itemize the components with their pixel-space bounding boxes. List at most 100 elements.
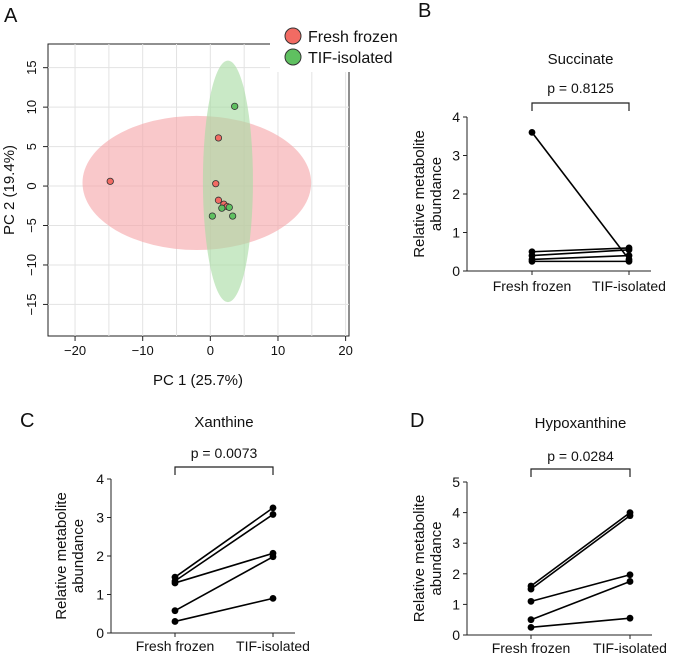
pca-y-tick-label: 10 [24, 100, 39, 114]
p-value-label: p = 0.8125 [547, 80, 614, 96]
x-category-label: Fresh frozen [493, 278, 572, 294]
paired-line [174, 597, 274, 623]
y-tick-label: 2 [96, 548, 104, 564]
tif-isolated-point [231, 102, 239, 110]
pca-legend: Fresh frozen TIF-isolated [270, 24, 415, 72]
paired-line [531, 131, 630, 260]
y-tick-label: 4 [452, 109, 460, 125]
fresh-frozen-point [214, 196, 223, 204]
legend-tif-isolated-label: TIF-isolated [308, 50, 392, 67]
y-tick-label: 0 [96, 625, 104, 641]
panel-b-letter: B [418, 0, 431, 22]
pca-x-tick-label: 0 [207, 343, 214, 358]
panel-c-letter: C [20, 410, 34, 432]
pca-y-tick-label: 5 [24, 143, 39, 150]
pca-x-tick-label: −10 [132, 343, 154, 358]
y-tick-label: 3 [452, 148, 460, 164]
pca-ellipses [82, 60, 312, 303]
pca-y-tick-label: 15 [24, 60, 39, 74]
pca-x-tick-label: 10 [271, 343, 285, 358]
pca-y-axis-label: PC 2 (19.4%) [1, 145, 18, 235]
fresh-frozen-point [106, 177, 114, 185]
paired-line [530, 580, 631, 621]
tif-isolated-point [625, 257, 633, 265]
fresh-frozen-point [527, 623, 535, 631]
y-tick-label: 0 [452, 263, 460, 279]
y-tick-label: 2 [452, 186, 460, 202]
paired-line [174, 556, 274, 612]
pca-x-ticks: −20 −10 0 10 20 [64, 336, 353, 358]
chart-title: Hypoxanthine [535, 415, 627, 432]
paired-line [174, 513, 274, 582]
tif-isolated-point [269, 594, 277, 602]
fresh-frozen-point [212, 180, 220, 188]
xanthine-chart: 0 1 2 3 4 Fresh frozen TIF-isolated Xanthine Rel… [53, 414, 310, 654]
paired-line [530, 617, 631, 629]
fresh-frozen-point [527, 585, 535, 593]
succinate-chart: 0 1 2 3 4 Fresh frozen TIF-isolated Succinate Re… [411, 51, 666, 294]
paired-line [174, 507, 274, 578]
tif-isolated-point [229, 212, 237, 220]
y-tick-label: 1 [452, 596, 460, 612]
paired-line [174, 552, 274, 584]
paired-line [530, 573, 631, 603]
fresh-frozen-point [171, 579, 179, 587]
tif-isolated-point [625, 246, 633, 254]
significance-bracket [174, 466, 274, 475]
tif-isolated-point [208, 212, 216, 220]
pca-y-tick-label: −5 [24, 218, 39, 233]
p-value-label: p = 0.0073 [191, 445, 258, 461]
tif-isolated-point [626, 614, 634, 622]
pca-y-tick-label: −10 [24, 254, 39, 276]
legend-fresh-frozen-label: Fresh frozen [308, 29, 398, 46]
tif-isolated-point [625, 252, 633, 259]
hypoxanthine-chart: 0 1 2 3 4 5 Fresh frozen TIF-isolated Hypoxanthi… [411, 415, 667, 655]
fresh-frozen-point [214, 134, 223, 142]
significance-bracket [530, 468, 631, 477]
fresh-frozen-point [528, 257, 536, 265]
pca-y-ticks: −15 −10 −5 0 5 10 15 [24, 60, 48, 315]
y-tick-label: 5 [452, 474, 460, 490]
p-value-label: p = 0.0284 [547, 448, 614, 464]
chart-title: Xanthine [194, 414, 253, 431]
fresh-frozen-point [527, 597, 535, 605]
fresh-frozen-ellipse [82, 115, 312, 250]
panel-d-letter: D [410, 410, 424, 432]
y-tick-label: 4 [452, 505, 460, 521]
y-axis-label: Relative metaboliteabundance [53, 492, 87, 620]
paired-line [530, 515, 631, 590]
tif-isolated-point [269, 504, 277, 512]
pca-x-axis-label: PC 1 (25.7%) [153, 372, 243, 389]
y-tick-label: 3 [452, 535, 460, 551]
tif-isolated-point [626, 512, 634, 520]
y-tick-label: 0 [452, 627, 460, 643]
tif-isolated-point [626, 571, 634, 579]
fresh-frozen-point [527, 616, 535, 624]
tif-isolated-point [269, 553, 277, 561]
pca-y-tick-label: 0 [24, 182, 39, 189]
tif-isolated-ellipse [202, 60, 253, 303]
y-tick-label: 4 [96, 471, 104, 487]
x-category-label: TIF-isolated [236, 638, 310, 654]
paired-line [530, 511, 631, 587]
pca-points [106, 102, 239, 220]
tif-isolated-point [225, 203, 233, 211]
y-tick-label: 1 [452, 225, 460, 241]
legend-tif-isolated-swatch [284, 48, 302, 66]
fresh-frozen-point [528, 129, 536, 136]
x-category-label: TIF-isolated [593, 640, 667, 655]
y-axis-label: Relative metaboliteabundance [411, 130, 445, 258]
pca-x-tick-label: 20 [338, 343, 352, 358]
tif-isolated-point [269, 511, 277, 518]
paired-line [531, 254, 630, 261]
y-tick-label: 2 [452, 566, 460, 582]
y-tick-label: 3 [96, 510, 104, 526]
fresh-frozen-point [171, 618, 179, 625]
paired-line [531, 247, 630, 253]
x-category-label: Fresh frozen [136, 638, 215, 654]
y-axis-label: Relative metaboliteabundance [411, 495, 445, 623]
x-category-label: TIF-isolated [592, 278, 666, 294]
tif-isolated-point [218, 204, 226, 212]
